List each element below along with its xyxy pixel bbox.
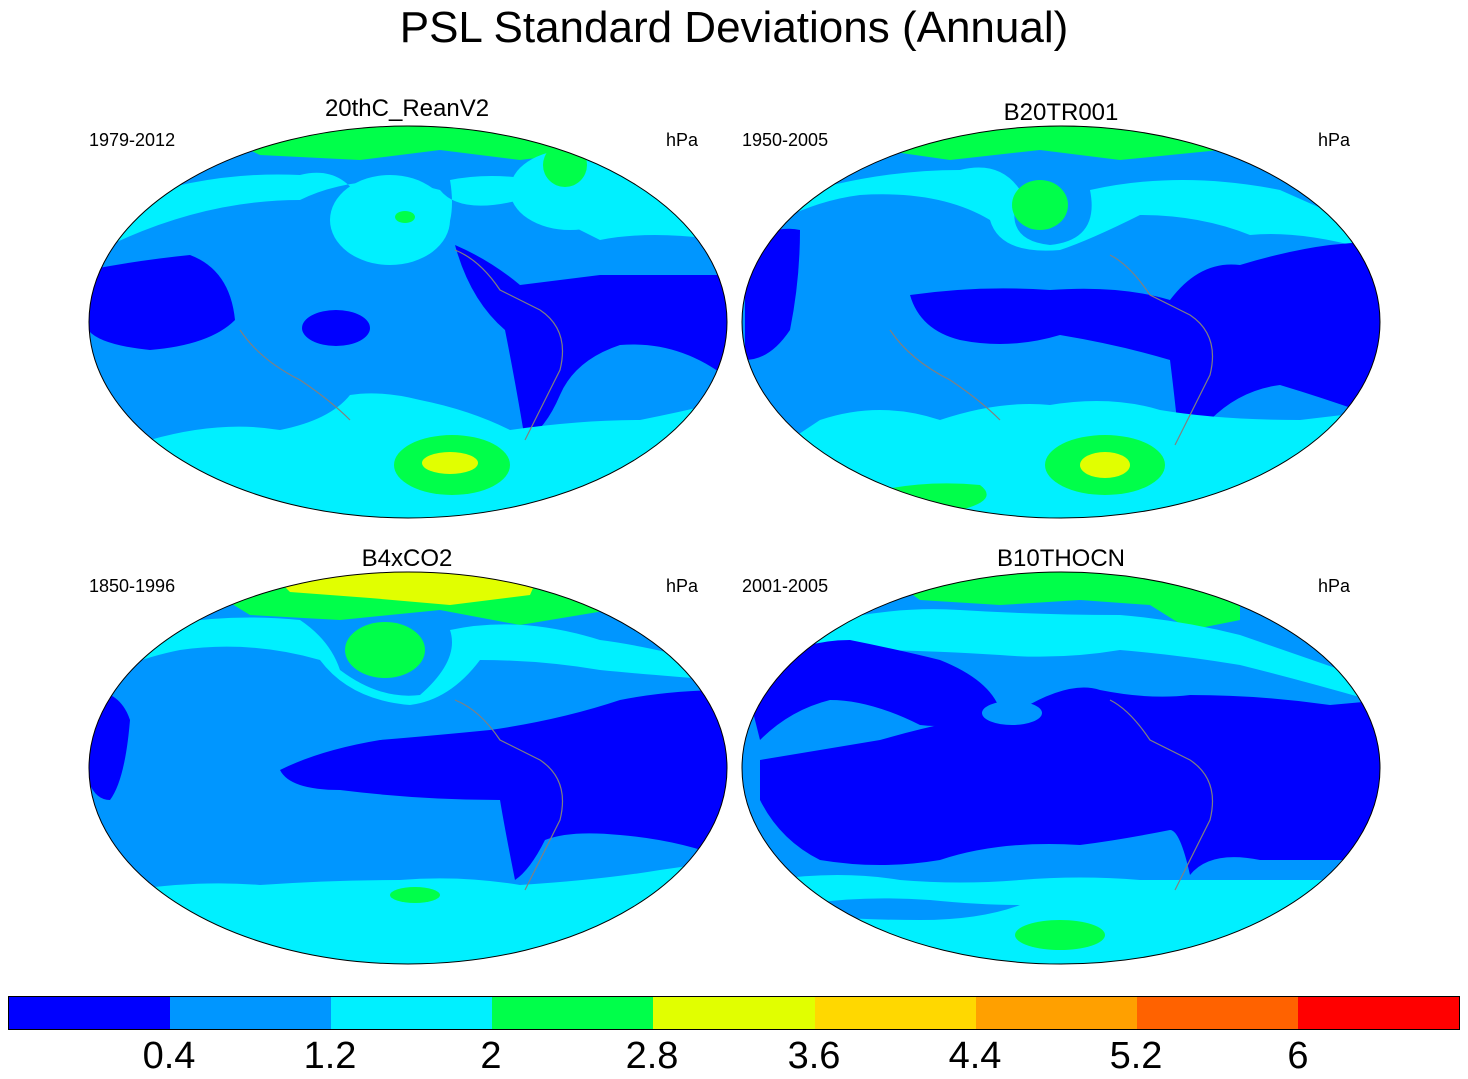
panel-years-2: 1950-2005 <box>742 130 829 150</box>
colorbar-label: 6 <box>1287 1035 1309 1077</box>
maps-layer <box>88 125 1381 965</box>
colorbar-label: 1.2 <box>303 1035 357 1077</box>
colorbar-segment <box>975 997 1137 1029</box>
colorbar-segment <box>1297 997 1459 1029</box>
panel-units-4: hPa <box>1318 576 1351 596</box>
colorbar-segment <box>814 997 976 1029</box>
panel-title-1: 20thC_ReanV2 <box>324 95 490 122</box>
colorbar-label: 2 <box>480 1035 502 1077</box>
panel-units-1: hPa <box>666 130 699 150</box>
colorbar-segment <box>170 997 332 1029</box>
map-panel-4 <box>742 572 1380 964</box>
colorbar-label: 4.4 <box>948 1035 1002 1077</box>
panel-years-1: 1979-2012 <box>89 130 176 150</box>
panel-title-4: B10THOCN <box>996 545 1126 572</box>
colorbar-label: 2.8 <box>625 1035 679 1077</box>
colorbar-segment <box>653 997 815 1029</box>
colorbar-segment <box>9 997 171 1029</box>
map-panel-2 <box>742 126 1380 518</box>
panel-units-3: hPa <box>666 576 699 596</box>
colorbar <box>8 996 1460 1030</box>
map-panel-1 <box>89 126 727 518</box>
panel-units-2: hPa <box>1318 130 1351 150</box>
figure-title: PSL Standard Deviations (Annual) <box>399 3 1069 52</box>
panel-years-3: 1850-1996 <box>89 576 176 596</box>
panel-title-3: B4xCO2 <box>361 545 453 572</box>
panel-years-4: 2001-2005 <box>742 576 829 596</box>
colorbar-label: 3.6 <box>787 1035 841 1077</box>
panel-title-2: B20TR001 <box>1003 99 1119 126</box>
colorbar-segment <box>492 997 654 1029</box>
colorbar-segment <box>1136 997 1298 1029</box>
coastlines <box>239 249 1214 891</box>
colorbar-segment <box>331 997 493 1029</box>
colorbar-label: 0.4 <box>142 1035 196 1077</box>
map-panel-3 <box>89 572 727 964</box>
colorbar-label: 5.2 <box>1109 1035 1163 1077</box>
